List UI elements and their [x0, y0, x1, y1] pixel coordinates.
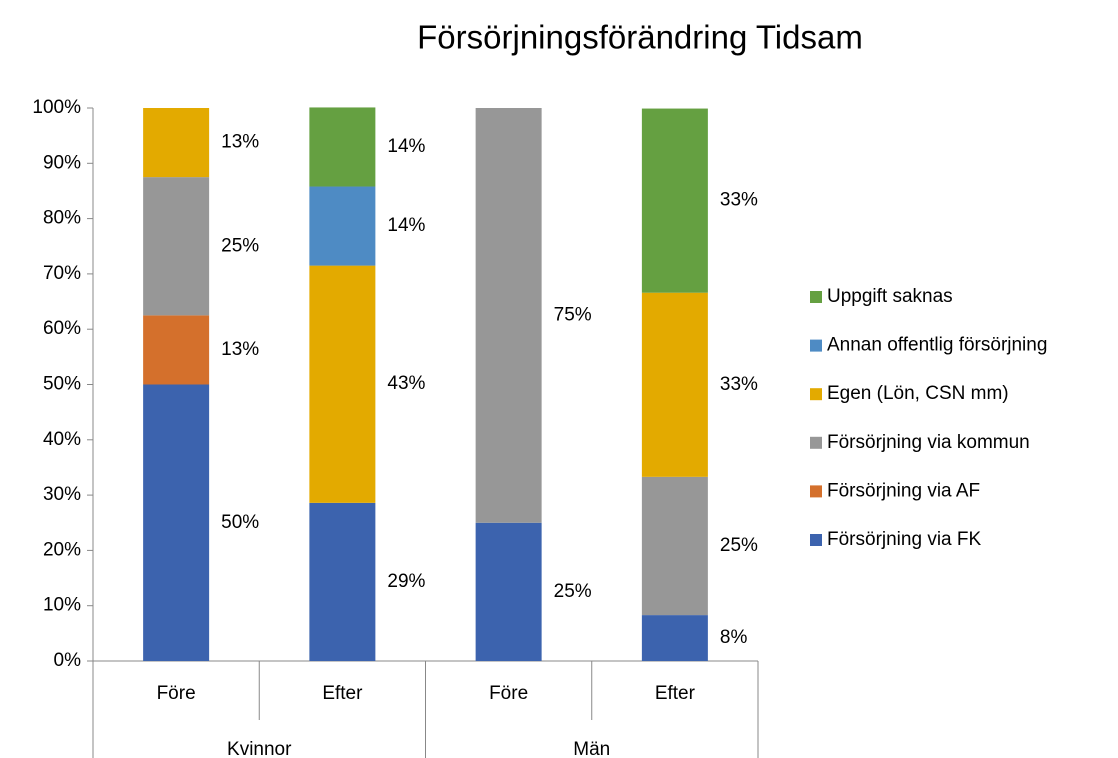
- y-tick-label: 30%: [43, 484, 81, 505]
- group-label: Kvinnor: [227, 739, 292, 758]
- y-tick-label: 50%: [43, 374, 81, 395]
- legend-label: Försörjning via AF: [827, 480, 980, 501]
- legend-swatch: [810, 534, 822, 546]
- data-label: 29%: [387, 571, 425, 592]
- y-tick-label: 20%: [43, 539, 81, 560]
- legend-label: Egen (Lön, CSN mm): [827, 383, 1009, 404]
- bar-segment: [143, 315, 210, 385]
- data-label: 14%: [387, 136, 425, 157]
- y-tick-label: 70%: [43, 263, 81, 284]
- legend-swatch: [810, 291, 822, 303]
- bar-segment: [143, 108, 210, 178]
- bar-segment: [641, 615, 708, 661]
- chart-title: Försörjningsförändring Tidsam: [417, 19, 863, 56]
- bar-segment: [309, 265, 376, 503]
- data-label: 25%: [554, 581, 592, 602]
- legend-swatch: [810, 339, 822, 352]
- data-label: 13%: [221, 339, 259, 360]
- legend-swatch: [810, 436, 822, 449]
- data-label: 43%: [387, 373, 425, 394]
- legend-label: Annan offentlig försörjning: [827, 335, 1047, 356]
- legend-label: Uppgift saknas: [827, 286, 953, 307]
- data-label: 25%: [221, 235, 259, 256]
- data-label: 50%: [221, 512, 259, 533]
- bar-segment: [475, 108, 542, 523]
- bar-segment: [309, 107, 376, 187]
- bar-segment: [641, 292, 708, 477]
- y-tick-label: 40%: [43, 429, 81, 450]
- bar-segment: [309, 186, 376, 266]
- bar-segment: [143, 177, 210, 316]
- y-tick-label: 80%: [43, 208, 81, 229]
- bar-segment: [641, 476, 708, 616]
- data-label: 33%: [720, 374, 758, 395]
- legend-swatch: [810, 388, 822, 401]
- data-label: 33%: [720, 190, 758, 211]
- x-tick-label: Före: [157, 683, 196, 704]
- x-tick-label: Efter: [655, 683, 696, 704]
- y-tick-label: 100%: [32, 97, 81, 118]
- data-label: 8%: [720, 627, 748, 648]
- data-label: 25%: [720, 535, 758, 556]
- data-label: 14%: [387, 215, 425, 236]
- data-label: 13%: [221, 132, 259, 153]
- y-tick-label: 60%: [43, 318, 81, 339]
- data-label: 75%: [554, 304, 592, 325]
- x-tick-label: Efter: [322, 683, 363, 704]
- legend-swatch: [810, 485, 822, 498]
- group-label: Män: [573, 739, 610, 758]
- bar-segment: [143, 384, 210, 661]
- legend-label: Försörjning via kommun: [827, 432, 1030, 453]
- y-tick-label: 10%: [43, 595, 81, 616]
- bar-segment: [641, 108, 708, 293]
- bar-segment: [309, 502, 376, 661]
- y-tick-label: 90%: [43, 152, 81, 173]
- y-tick-label: 0%: [54, 650, 82, 671]
- legend-label: Försörjning via FK: [827, 529, 981, 550]
- x-tick-label: Före: [489, 683, 528, 704]
- bar-segment: [475, 522, 542, 661]
